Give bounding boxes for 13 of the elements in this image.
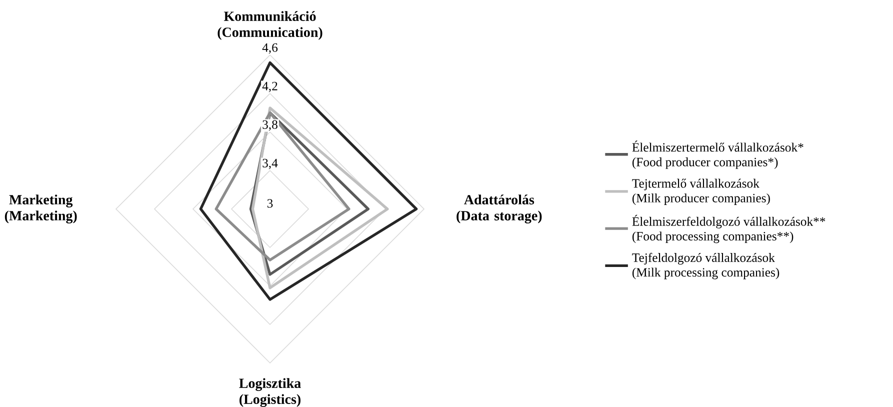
y-tick-label: 3,4 bbox=[262, 158, 278, 170]
y-tick-label: 4,6 bbox=[262, 43, 278, 54]
legend-label: Tejtermelő vállalkozások (Milk producer companies) bbox=[632, 178, 770, 205]
spoke-label: Marketing (Marketing) bbox=[4, 194, 77, 224]
legend-label: Tejfeldolgozó vállalkozások (Milk processing companies) bbox=[632, 252, 780, 280]
y-tick-label: 3,8 bbox=[262, 120, 278, 131]
y-tick-label: 4,2 bbox=[262, 82, 278, 92]
legend-label: Élelmiszertermelő vállalkozások* (Food producer companies*) bbox=[632, 140, 804, 169]
spoke-label: Adattárolás (Data storage) bbox=[456, 194, 542, 224]
spoke-label: Kommunikáció (Communication) bbox=[218, 11, 322, 40]
legend-label: Élelmiszerfeldolgozó vállalkozások** (Food processing companies**) bbox=[632, 214, 826, 244]
y-tick-label: 3 bbox=[267, 199, 273, 208]
spoke-label: Logisztika (Logistics) bbox=[239, 378, 301, 407]
